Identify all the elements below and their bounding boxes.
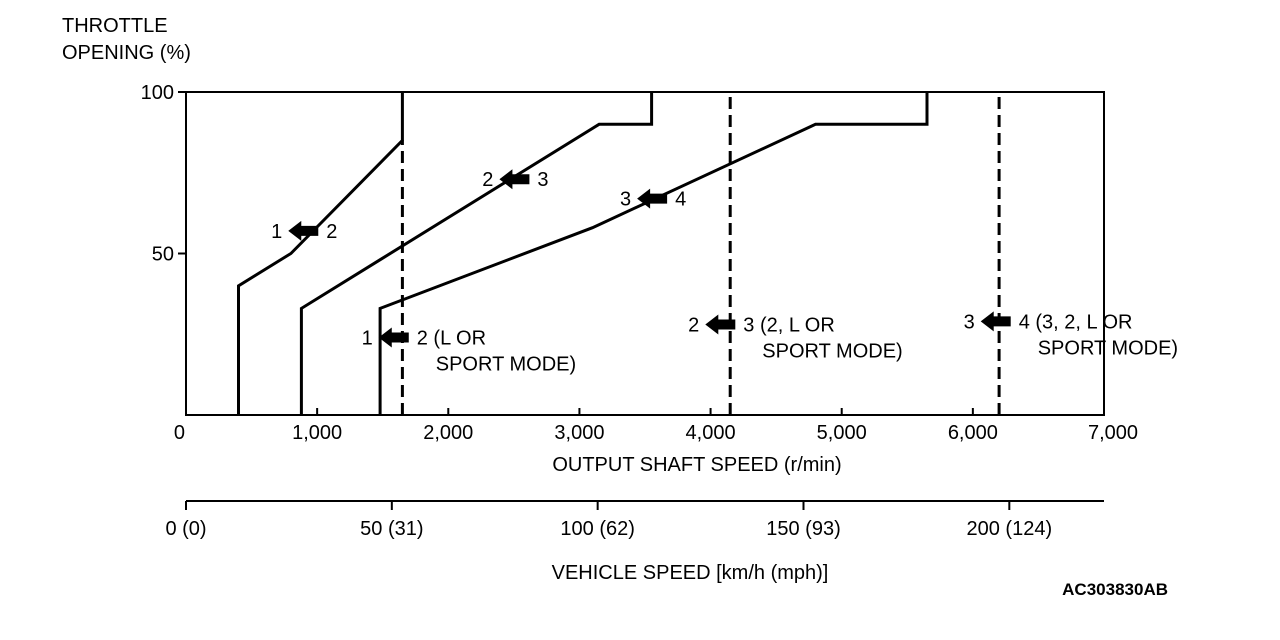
- y-axis-title-line-2: OPENING (%): [62, 42, 191, 64]
- downshift-arrow-icon: [499, 169, 530, 190]
- y-tick-label: 100: [141, 82, 174, 104]
- vehicle-speed-tick-label: 50 (31): [360, 518, 423, 540]
- x-tick-label: 3,000: [554, 422, 604, 444]
- figure-id: AC303830AB: [1062, 580, 1168, 599]
- downshift-arrow-icon: [288, 220, 319, 241]
- shift-to-gear: 3: [537, 169, 548, 191]
- shift-note: SPORT MODE): [436, 353, 576, 375]
- vehicle-speed-axis-ticks: 0 (0) 50 (31) 100 (62) 150 (93) 200 (124): [165, 501, 1052, 540]
- downshift-arrow-icon: [378, 327, 409, 348]
- shift-from-gear: 2: [688, 315, 699, 337]
- shift-from-gear: 3: [964, 311, 975, 333]
- vehicle-speed-tick-label: 200 (124): [967, 518, 1053, 540]
- shift-from-gear: 1: [362, 327, 373, 349]
- shift-line-1: [237, 92, 404, 415]
- shift-from-gear: 1: [271, 221, 282, 243]
- vehicle-speed-tick-label: 150 (93): [766, 518, 841, 540]
- shift-to-gear: 4: [675, 189, 686, 211]
- shift-to-gear: 2 (L OR: [417, 327, 486, 349]
- x-axis-ticks: 0 1,000 2,000 3,000 4,000 5,000 6,000 7,000: [174, 408, 1138, 444]
- shift-to-gear: 3 (2, L OR: [743, 315, 835, 337]
- shift-annotation-4: 1 2 (L OR SPORT MODE): [362, 327, 576, 375]
- shift-from-gear: 2: [482, 169, 493, 191]
- x-tick-label: 2,000: [423, 422, 473, 444]
- shift-from-gear: 3: [620, 189, 631, 211]
- x-tick-label: 5,000: [817, 422, 867, 444]
- shift-line-2: [299, 92, 654, 415]
- x-tick-label: 7,000: [1088, 422, 1138, 444]
- x-tick-label: 0: [174, 422, 185, 444]
- shift-line-3: [378, 92, 929, 415]
- shift-note: SPORT MODE): [762, 341, 902, 363]
- vehicle-speed-tick-label: 100 (62): [560, 518, 635, 540]
- downshift-arrow-icon: [980, 311, 1011, 332]
- y-tick-label: 50: [152, 244, 174, 266]
- shift-to-gear: 4 (3, 2, L OR: [1019, 311, 1133, 333]
- shift-note: SPORT MODE): [1038, 337, 1178, 359]
- shift-lines: [237, 92, 1001, 415]
- x-axis-title: OUTPUT SHAFT SPEED (r/min): [552, 454, 841, 476]
- shift-to-gear: 2: [326, 221, 337, 243]
- plot-frame: [185, 91, 1105, 416]
- y-axis-title: THROTTLE OPENING (%): [62, 15, 191, 64]
- x-tick-label: 6,000: [948, 422, 998, 444]
- x-tick-label: 4,000: [686, 422, 736, 444]
- vehicle-speed-tick-label: 0 (0): [165, 518, 206, 540]
- shift-annotation-5: 2 3 (2, L OR SPORT MODE): [688, 314, 903, 363]
- y-axis-ticks: 50 100: [141, 82, 186, 266]
- downshift-arrow-icon: [705, 314, 736, 335]
- downshift-arrow-icon: [637, 188, 668, 209]
- vehicle-speed-axis-title: VEHICLE SPEED [km/h (mph)]: [552, 562, 829, 584]
- y-axis-title-line-1: THROTTLE: [62, 15, 168, 37]
- x-tick-label: 1,000: [292, 422, 342, 444]
- shift-annotation-6: 3 4 (3, 2, L OR SPORT MODE): [964, 311, 1178, 359]
